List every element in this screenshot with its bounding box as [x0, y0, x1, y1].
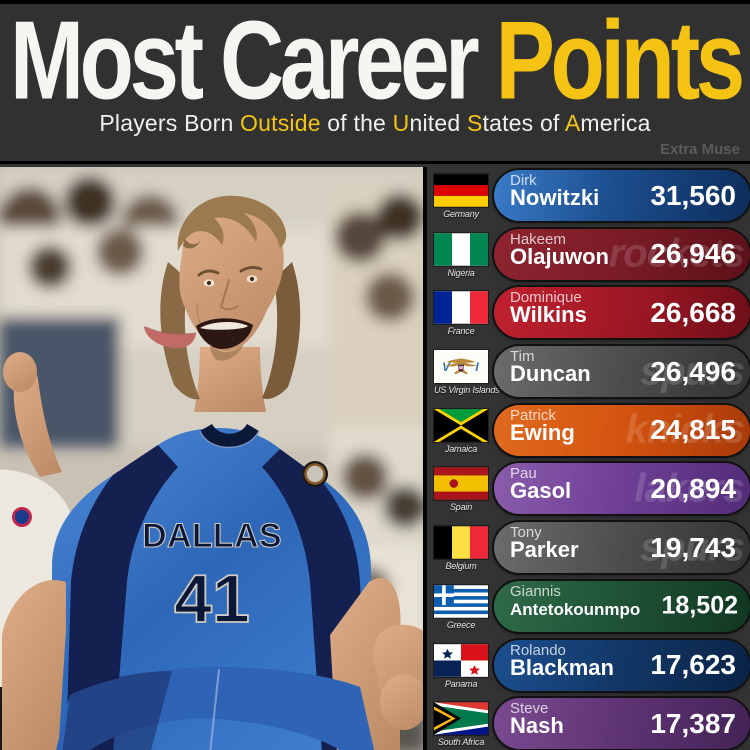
svg-text:41: 41 — [174, 561, 250, 637]
svg-text:V: V — [442, 361, 451, 374]
svg-text:DALLAS: DALLAS — [142, 517, 282, 555]
